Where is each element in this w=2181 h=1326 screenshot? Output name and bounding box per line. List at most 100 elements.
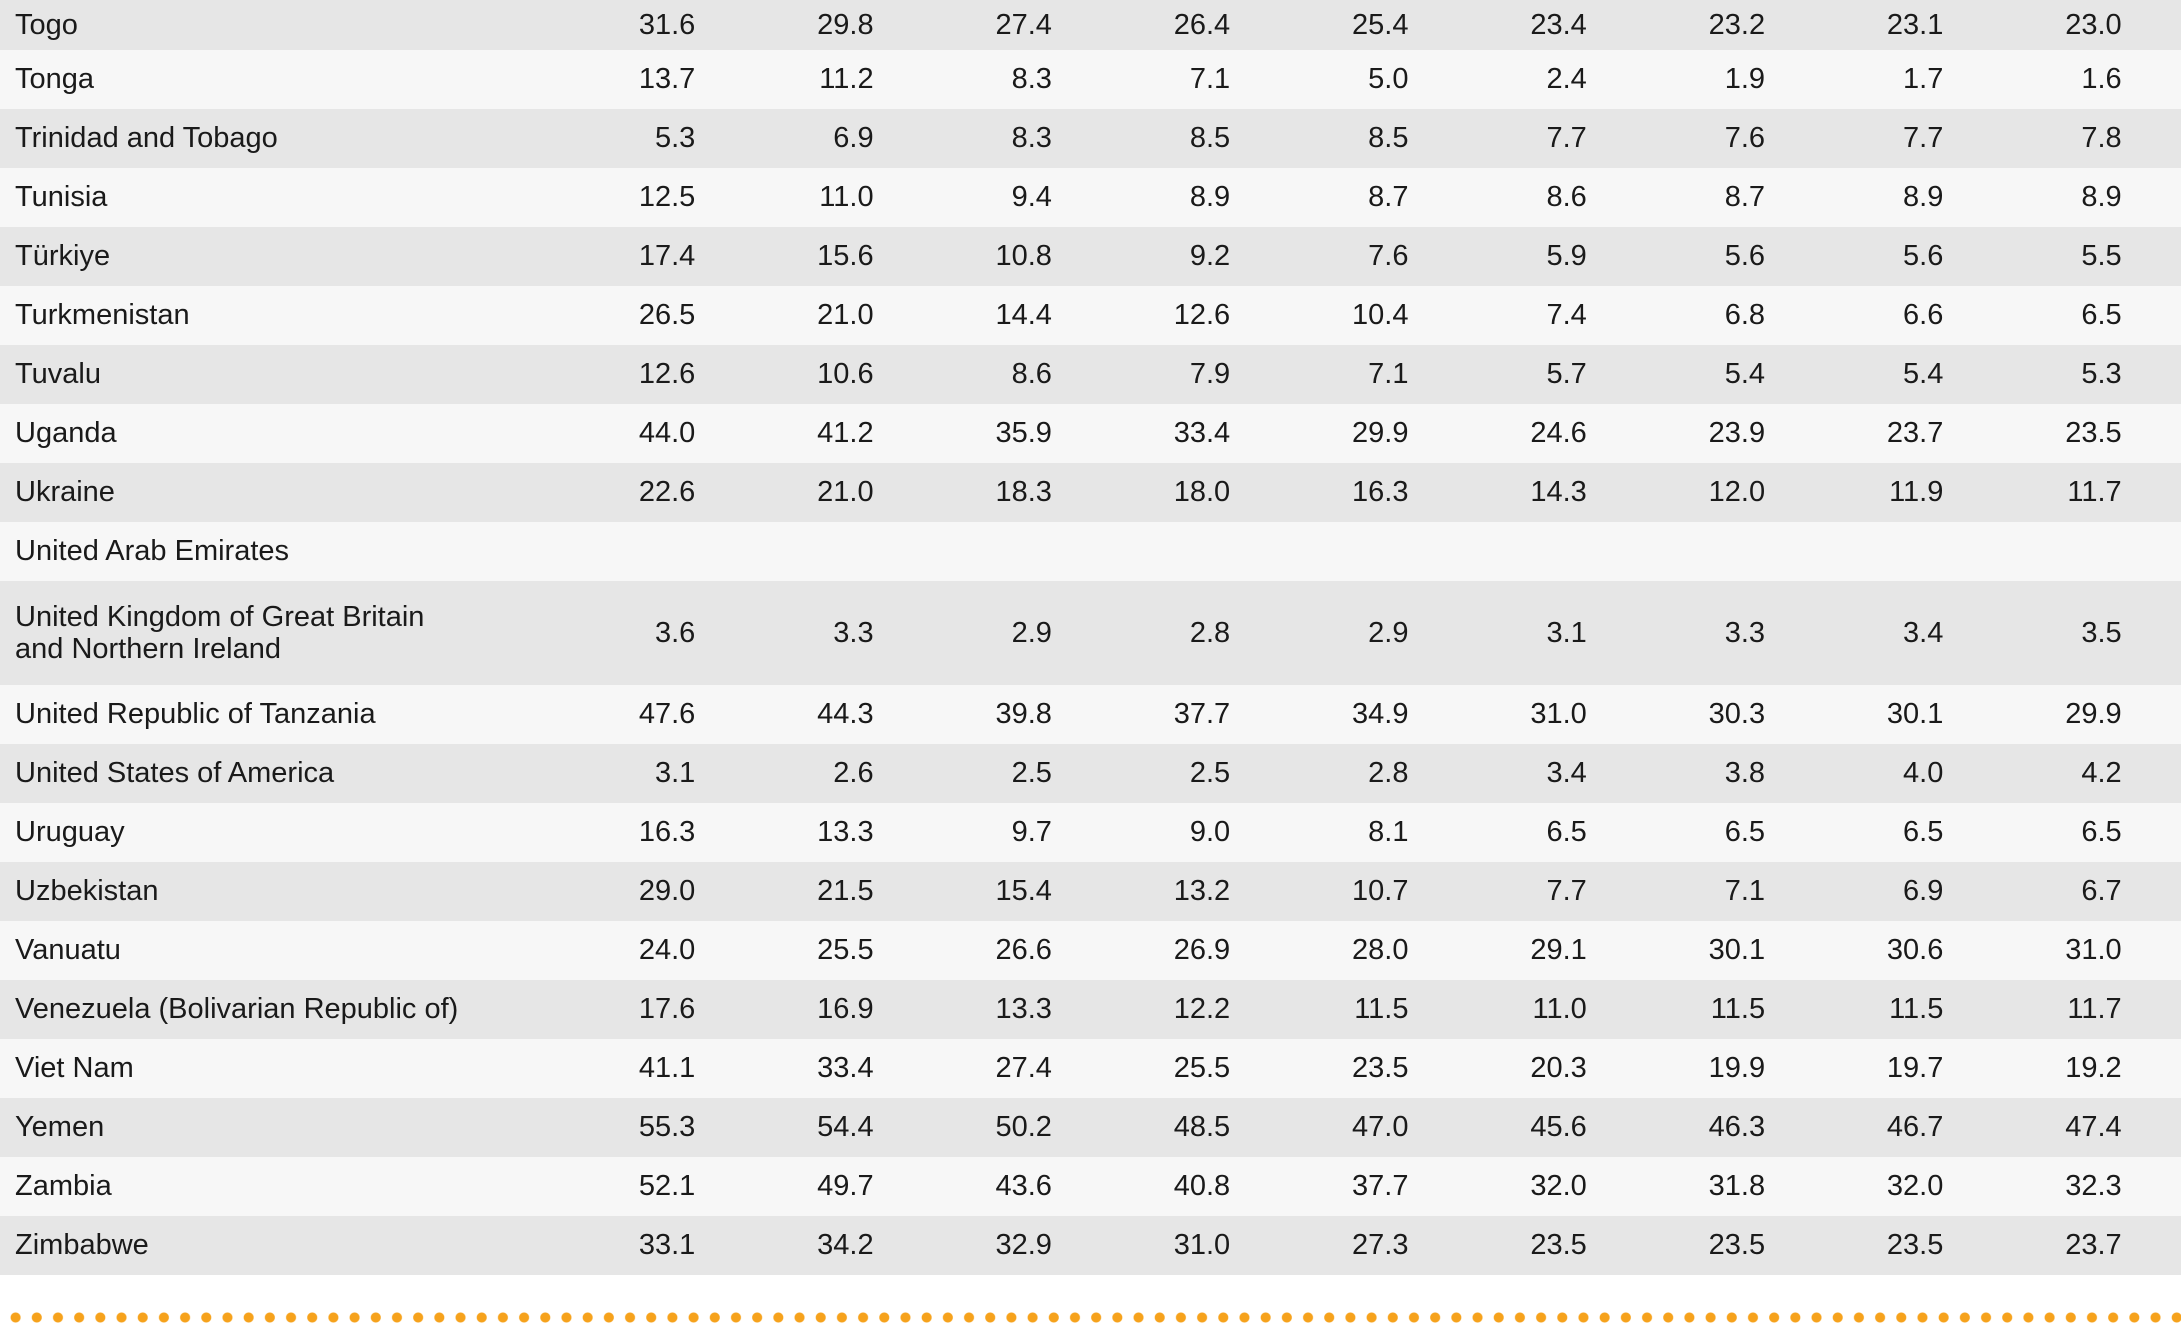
value-cell: 31.6 <box>638 8 696 41</box>
value-cell: 49.7 <box>817 1170 874 1203</box>
value-cell: 5.6 <box>1903 240 1944 273</box>
value-cell: 12.0 <box>1708 476 1766 509</box>
value-cell: 23.2 <box>1708 8 1766 41</box>
value-cell: 7.1 <box>1189 63 1231 96</box>
country-name-cell: Togo <box>15 8 78 41</box>
value-cell: 13.7 <box>638 63 696 96</box>
country-name-cell: Ukraine <box>15 476 115 509</box>
value-cell: 8.5 <box>1189 122 1231 155</box>
value-cell: 14.3 <box>1530 476 1587 509</box>
value-cell: 11.9 <box>1889 476 1944 509</box>
value-cell: 34.9 <box>1352 698 1409 731</box>
value-cell: 23.7 <box>2065 1229 2122 1262</box>
value-cell: 7.7 <box>1546 122 1587 155</box>
table-row: Türkiye 17.4 15.6 10.8 9.2 7.6 5.9 5.6 5.6 5.5 <box>0 227 2181 286</box>
value-cell: 11.5 <box>1889 993 1944 1026</box>
table-row: Uruguay 16.3 13.3 9.7 9.0 8.1 6.5 6.5 6.5 6.5 <box>0 803 2181 862</box>
value-cell: 8.5 <box>1368 122 1409 155</box>
value-cell: 23.9 <box>1708 417 1766 450</box>
value-cell: 30.6 <box>1886 934 1944 967</box>
value-cell: 43.6 <box>995 1170 1052 1203</box>
value-cell: 5.7 <box>1546 358 1587 391</box>
value-cell: 3.8 <box>1724 757 1766 790</box>
table-row: United Republic of Tanzania 47.6 44.3 39.8 3… <box>0 685 2181 744</box>
value-cell: 23.5 <box>2065 417 2122 450</box>
value-cell: 29.1 <box>1530 934 1587 967</box>
value-cell: 7.9 <box>1189 358 1231 391</box>
table-row: Turkmenistan 26.5 21.0 14.4 12.6 10.4 7.4 6.8 6.… <box>0 286 2181 345</box>
value-cell: 32.0 <box>1886 1170 1944 1203</box>
country-name-cell: Zimbabwe <box>15 1229 149 1262</box>
value-cell: 13.2 <box>1173 875 1231 908</box>
value-cell: 7.1 <box>1724 875 1766 908</box>
value-cell: 9.0 <box>1189 816 1231 849</box>
country-name-cell: Venezuela (Bolivarian Republic of) <box>15 993 459 1026</box>
value-cell: 33.4 <box>817 1052 874 1085</box>
value-cell: 47.6 <box>638 698 696 731</box>
value-cell: 8.7 <box>1724 181 1766 214</box>
value-cell: 15.6 <box>817 240 874 273</box>
table-row: Yemen 55.3 54.4 50.2 48.5 47.0 45.6 46.3 46.7 47.… <box>0 1098 2181 1157</box>
country-name-cell: Uruguay <box>15 816 125 849</box>
value-cell: 7.6 <box>1368 240 1409 273</box>
value-cell: 12.6 <box>1173 299 1231 332</box>
value-cell: 33.1 <box>638 1229 696 1262</box>
value-cell: 13.3 <box>995 993 1052 1026</box>
value-cell: 8.9 <box>1903 181 1944 214</box>
value-cell: 30.1 <box>1708 934 1766 967</box>
value-cell: 26.5 <box>638 299 696 332</box>
table-row: United Arab Emirates <box>0 522 2181 581</box>
value-cell: 3.5 <box>2081 616 2122 649</box>
value-cell: 6.7 <box>2081 875 2122 908</box>
value-cell: 17.4 <box>638 240 696 273</box>
value-cell: 7.7 <box>1903 122 1944 155</box>
value-cell: 19.2 <box>2065 1052 2122 1085</box>
value-cell: 16.9 <box>817 993 874 1026</box>
value-cell: 6.5 <box>2081 816 2122 849</box>
value-cell: 48.5 <box>1173 1111 1231 1144</box>
value-cell: 2.9 <box>1011 616 1052 649</box>
value-cell: 23.0 <box>2065 8 2122 41</box>
value-cell: 11.2 <box>819 63 874 96</box>
value-cell: 23.5 <box>1708 1229 1766 1262</box>
value-cell: 29.9 <box>2065 698 2122 731</box>
value-cell: 6.5 <box>1546 816 1587 849</box>
value-cell: 25.5 <box>1173 1052 1231 1085</box>
value-cell: 11.5 <box>1354 993 1409 1026</box>
value-cell: 7.6 <box>1724 122 1766 155</box>
table-row: Venezuela (Bolivarian Republic of) 17.6 16… <box>0 980 2181 1039</box>
value-cell: 52.1 <box>638 1170 696 1203</box>
value-cell: 11.0 <box>819 181 874 214</box>
table-row: Tuvalu 12.6 10.6 8.6 7.9 7.1 5.7 5.4 5.4 5.3 <box>0 345 2181 404</box>
value-cell: 5.6 <box>1724 240 1766 273</box>
table-row: Tunisia 12.5 11.0 9.4 8.9 8.7 8.6 8.7 8.9 8.9 <box>0 168 2181 227</box>
value-cell: 29.0 <box>638 875 696 908</box>
value-cell: 20.3 <box>1530 1052 1587 1085</box>
value-cell: 3.3 <box>1724 616 1766 649</box>
value-cell: 29.9 <box>1352 417 1409 450</box>
value-cell: 8.9 <box>1189 181 1231 214</box>
table-row: United States of America 3.1 2.6 2.5 2.5 2.8 3… <box>0 744 2181 803</box>
value-cell: 4.0 <box>1903 757 1944 790</box>
value-cell: 47.0 <box>1352 1111 1409 1144</box>
value-cell: 2.5 <box>1189 757 1231 790</box>
value-cell: 5.0 <box>1368 63 1409 96</box>
table-row: Ukraine 22.6 21.0 18.3 18.0 16.3 14.3 12.0 11.9 1… <box>0 463 2181 522</box>
value-cell: 7.4 <box>1546 299 1587 332</box>
value-cell: 11.7 <box>2067 476 2122 509</box>
value-cell: 1.9 <box>1724 63 1766 96</box>
table-row: Zimbabwe 33.1 34.2 32.9 31.0 27.3 23.5 23.5 23.5… <box>0 1216 2181 1275</box>
value-cell: 23.4 <box>1530 8 1587 41</box>
value-cell: 34.2 <box>817 1229 874 1262</box>
value-cell: 1.7 <box>1903 63 1944 96</box>
value-cell: 6.6 <box>1903 299 1944 332</box>
value-cell: 2.5 <box>1011 757 1052 790</box>
value-cell: 16.3 <box>638 816 696 849</box>
value-cell: 18.0 <box>1173 476 1231 509</box>
value-cell: 12.2 <box>1173 993 1231 1026</box>
value-cell: 15.4 <box>995 875 1052 908</box>
value-cell: 45.6 <box>1530 1111 1587 1144</box>
country-name-cell: Trinidad and Tobago <box>15 122 278 155</box>
value-cell: 3.4 <box>1903 616 1944 649</box>
